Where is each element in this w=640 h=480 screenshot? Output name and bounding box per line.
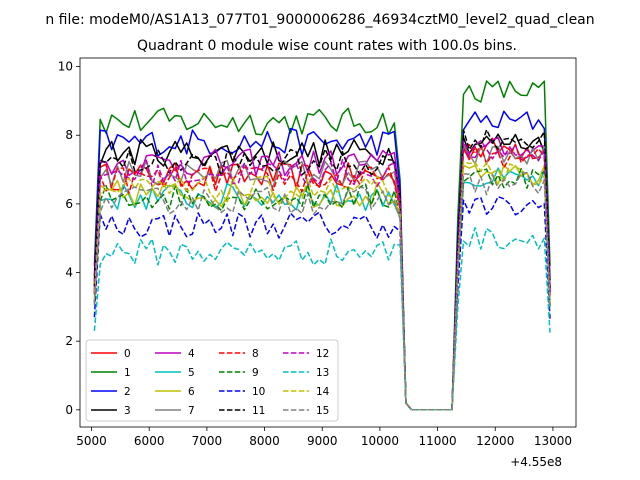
series-line-14 xyxy=(93,160,551,411)
series-line-8 xyxy=(93,143,551,411)
x-tick-label: 5000 xyxy=(76,434,107,448)
legend-label-1: 1 xyxy=(124,367,131,379)
legend-box xyxy=(85,339,339,422)
legend-label-14: 14 xyxy=(316,386,330,398)
legend-label-11: 11 xyxy=(252,405,265,417)
legend-label-12: 12 xyxy=(316,348,329,360)
chart-suptitle: n file: modeM0/AS1A13_077T01_9000006286_… xyxy=(45,12,594,28)
legend-label-6: 6 xyxy=(188,386,195,398)
series-line-15 xyxy=(93,171,551,411)
x-tick-label: 12000 xyxy=(476,434,514,448)
series-line-11 xyxy=(93,128,551,411)
axes-frame xyxy=(79,57,577,428)
series-line-4 xyxy=(93,136,551,411)
x-offset-label: +4.55e8 xyxy=(510,455,562,469)
legend-label-3: 3 xyxy=(124,405,131,417)
legend-label-2: 2 xyxy=(124,386,131,398)
y-tick-label: 2 xyxy=(65,334,73,348)
series-line-10 xyxy=(93,195,551,411)
legend-label-0: 0 xyxy=(124,348,131,360)
chart-title: Quadrant 0 module wise count rates with … xyxy=(137,38,517,54)
series-line-2 xyxy=(93,110,551,411)
y-tick-label: 6 xyxy=(65,197,73,211)
series-line-1 xyxy=(93,80,551,411)
legend-label-8: 8 xyxy=(252,348,259,360)
y-tick-label: 4 xyxy=(65,266,73,280)
x-tick-label: 7000 xyxy=(192,434,223,448)
legend-label-10: 10 xyxy=(252,386,265,398)
series-line-0 xyxy=(93,137,551,411)
y-tick-label: 0 xyxy=(65,403,73,417)
x-tick-label: 6000 xyxy=(134,434,165,448)
x-tick-label: 9000 xyxy=(307,434,338,448)
series-lines xyxy=(93,80,551,411)
y-tick-label: 8 xyxy=(65,128,73,142)
series-line-12 xyxy=(93,139,551,411)
legend-label-13: 13 xyxy=(316,367,329,379)
y-tick-label: 10 xyxy=(58,60,73,74)
series-line-9 xyxy=(93,167,551,411)
series-line-6 xyxy=(93,164,551,411)
plot-area: 5000 6000 7000 8000 9000 10000 11000 12000 13000… xyxy=(58,57,577,448)
legend-label-7: 7 xyxy=(188,405,195,417)
x-tick-label: 8000 xyxy=(249,434,280,448)
legend-label-5: 5 xyxy=(188,367,195,379)
legend-label-9: 9 xyxy=(252,367,259,379)
x-tick-label: 11000 xyxy=(418,434,456,448)
series-line-3 xyxy=(93,133,551,411)
x-tick-label: 10000 xyxy=(361,434,399,448)
x-tick-label: 13000 xyxy=(534,434,572,448)
legend-label-15: 15 xyxy=(316,405,329,417)
legend-label-4: 4 xyxy=(188,348,195,360)
series-line-13 xyxy=(93,226,551,411)
